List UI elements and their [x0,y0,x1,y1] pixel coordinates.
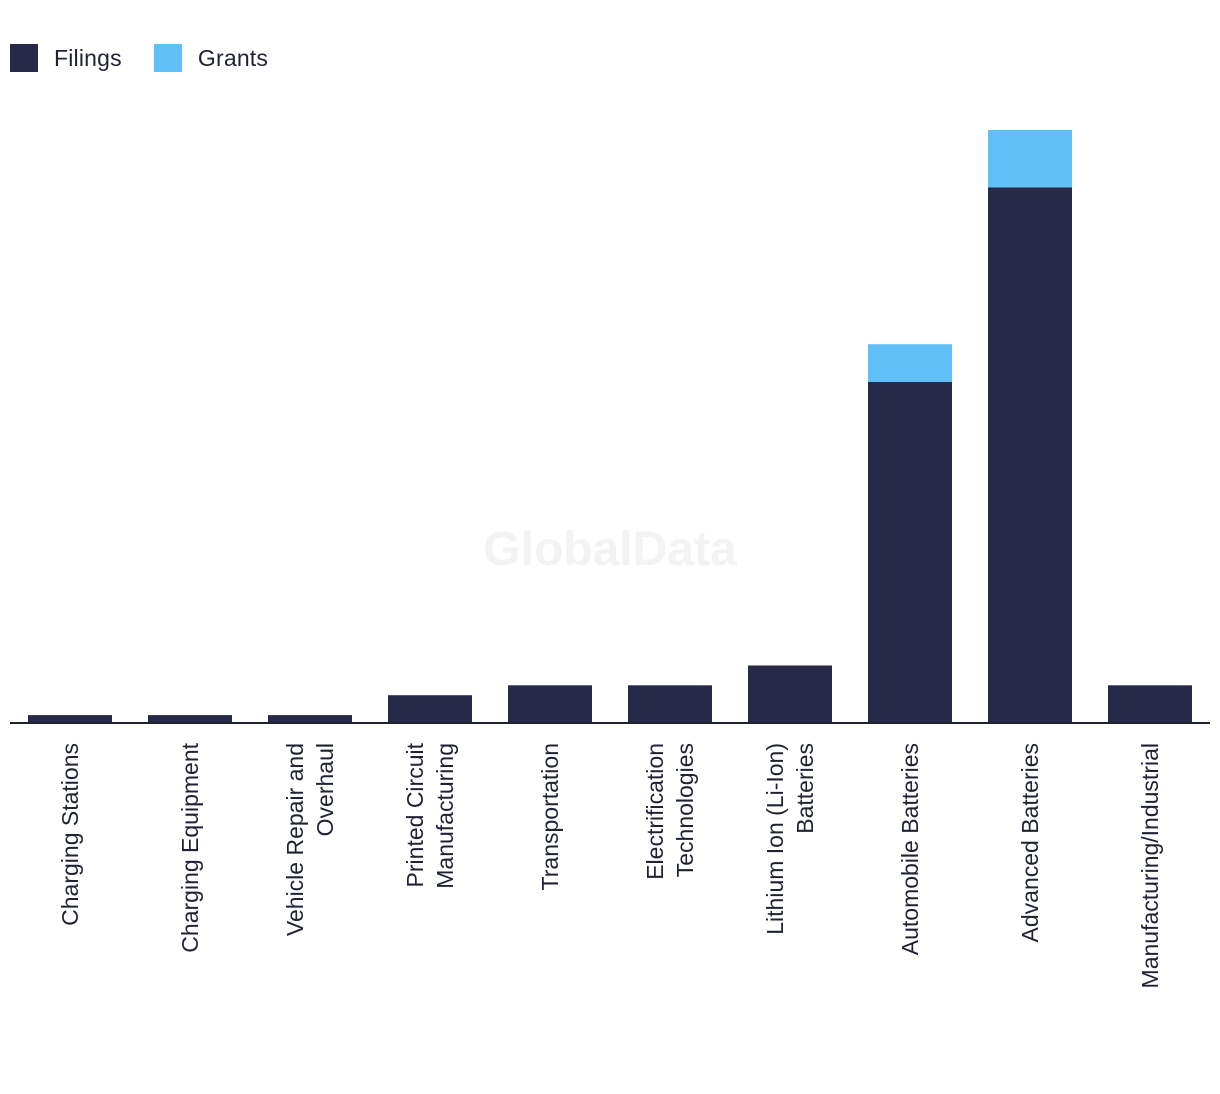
watermark-text: GlobalData [483,523,737,576]
x-tick-label-printed-circuit-manufacturing: Printed Circuit Manufacturing [402,742,458,888]
legend-swatch-grants [153,44,182,72]
bar-filings-automobile-batteries [868,381,952,723]
legend-swatch-filings [10,44,38,72]
bar-filings-printed-circuit-manufacturing [388,695,472,723]
bar-filings-lithium-ion-li-ion-batteries [748,665,832,723]
bars-group [28,130,1192,723]
bar-filings-advanced-batteries [988,187,1072,723]
x-tick-label-advanced-batteries: Advanced Batteries [1017,743,1043,942]
x-tick-label-lithium-ion-li-ion-batteries: Lithium Ion (Li-Ion) Batteries [762,743,818,935]
x-tick-label-vehicle-repair-and-overhaul: Vehicle Repair and Overhaul [282,743,338,936]
bar-filings-electrification-technologies [628,685,712,723]
bar-filings-transportation [508,685,592,723]
x-tick-label-charging-equipment: Charging Equipment [177,742,203,952]
x-tick-labels: Charging Stations Charging Equipment Vehic… [57,742,1163,988]
x-tick-label-manufacturing-industrial: Manufacturing/Industrial [1137,743,1163,988]
bar-filings-charging-stations [28,715,112,723]
bar-grants-automobile-batteries [868,344,952,382]
x-tick-label-charging-stations: Charging Stations [57,743,83,926]
bar-grants-advanced-batteries [988,130,1072,188]
bar-filings-charging-equipment [148,715,232,723]
legend-label-grants: Grants [197,44,269,71]
x-tick-label-electrification-technologies: Electrification Technologies [642,743,698,880]
legend-label-filings: Filings [54,44,122,71]
chart-legend: Filings Grants [10,44,300,72]
legend-item-filings: Filings [10,44,122,72]
x-tick-label-automobile-batteries: Automobile Batteries [897,743,923,955]
x-tick-label-transportation: Transportation [537,743,563,890]
bar-filings-manufacturing-industrial [1108,685,1192,723]
legend-item-grants: Grants [153,44,269,72]
bar-filings-vehicle-repair-and-overhaul [268,715,352,723]
